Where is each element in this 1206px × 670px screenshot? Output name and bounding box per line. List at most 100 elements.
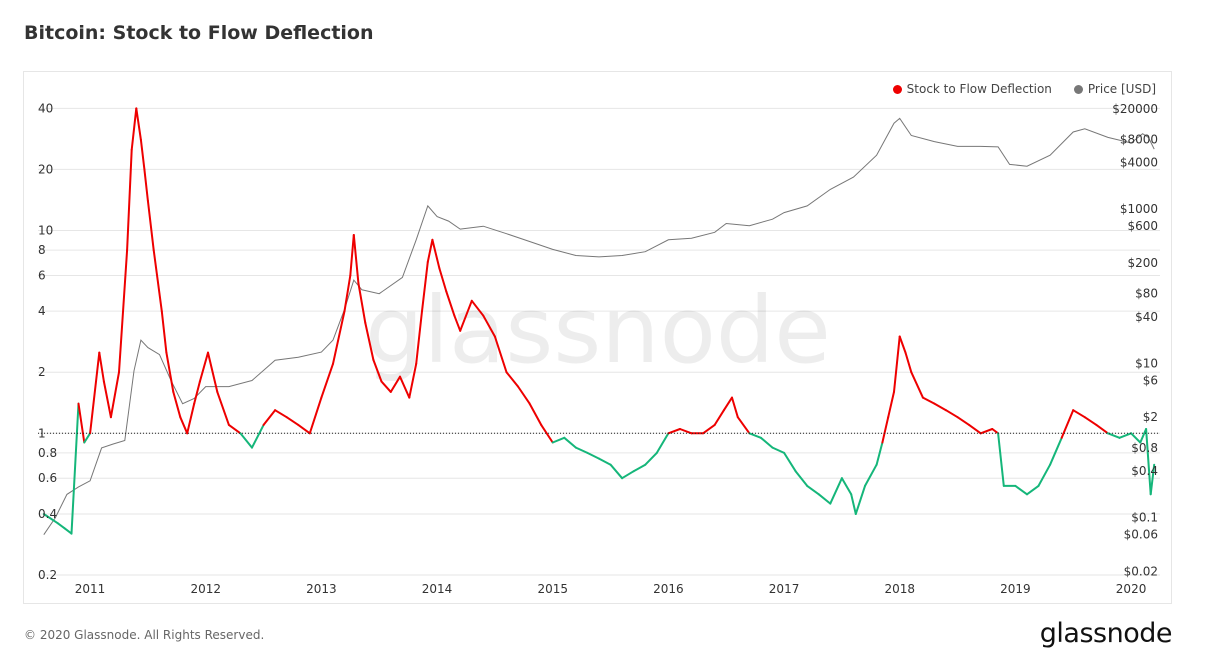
deflection-segment [130,107,138,151]
deflection-segment [702,423,716,435]
deflection-segment [285,416,300,426]
deflection-segment [609,463,624,480]
deflection-segment [320,362,334,399]
deflection-segment [56,522,66,530]
deflection-segment [262,409,277,426]
chart-panel [23,71,1172,604]
deflection-segment [139,138,146,171]
deflection-segment [438,267,448,293]
x-tick-label: 2011 [75,582,106,596]
deflection-segment [817,493,832,505]
deflection-segment [794,470,809,487]
deflection-segment [364,321,375,361]
x-tick-label: 2016 [653,582,684,596]
deflection-segment [470,299,485,317]
deflection-segment [1095,423,1109,435]
deflection-segment [1014,484,1028,496]
x-tick-label: 2014 [422,582,453,596]
deflection-segment [904,351,913,374]
y-left-tick-label: 0.6 [38,471,57,485]
deflection-segment [655,432,670,454]
deflection-segment [179,416,189,435]
deflection-segment [632,463,647,473]
deflection-segment [893,335,901,393]
deflection-segment [332,310,346,365]
deflection-segment [540,423,554,444]
legend-item-price[interactable]: Price [USD] [1073,82,1156,96]
deflection-segment [431,238,441,270]
glassnode-logo[interactable]: glassnode [1039,618,1173,649]
deflection-segment [1106,432,1121,439]
deflection-segment [829,477,843,505]
deflection-segment [551,436,566,444]
deflection-segment [598,457,612,466]
deflection-segment [528,402,543,426]
deflection-segment [1083,416,1098,426]
deflection-segment [372,358,383,383]
deflection-segment [143,168,149,202]
deflection-segment [505,371,519,388]
deflection-segment [118,249,129,374]
deflection-segment [968,423,982,435]
y-right-tick-label: $0.06 [1124,528,1158,542]
deflection-segment [135,107,142,141]
deflection-segment [997,432,1005,487]
y-right-tick-label: $6 [1143,373,1158,387]
deflection-segment [748,432,762,439]
deflection-segment [840,477,853,496]
deflection-segment [517,385,531,405]
deflection-segment [1130,432,1142,444]
deflection-segment [343,274,352,313]
deflection-segment [70,402,80,535]
deflection-segment [563,436,577,449]
y-right-tick-label: $40 [1135,310,1158,324]
deflection-segment [910,371,924,399]
y-right-tick-label: $200 [1127,256,1158,270]
deflection-segment [42,513,59,525]
deflection-segment [415,310,423,365]
deflection-segment [956,416,971,426]
legend-marker-price [1073,84,1083,94]
y-left-tick-label: 0.2 [38,568,57,582]
deflection-segment [713,409,725,426]
deflection-segment [352,234,360,285]
copyright-footer: © 2020 Glassnode. All Rights Reserved. [24,628,265,642]
y-right-tick-label: $8000 [1120,132,1158,146]
deflection-segment [380,380,392,393]
deflection-segment [921,396,936,405]
legend-item-deflection[interactable]: Stock to Flow Deflection [892,82,1052,96]
deflection-segment [574,446,589,454]
deflection-segment [759,436,774,449]
x-axis: 2011 2012 2013 2014 2015 2016 2017 2018 2019 2020 [75,582,1147,596]
deflection-segment [399,375,411,399]
deflection-segment [1139,428,1148,444]
deflection-segment [426,238,434,263]
deflection-segment [89,351,101,435]
y-right-tick-label: $20000 [1112,102,1158,116]
deflection-segment [126,148,133,252]
x-tick-label: 2017 [769,582,800,596]
deflection-segment [98,351,105,383]
deflection-segment [1049,436,1063,466]
deflection-segment [806,484,820,496]
chart-svg: glassnode 40 20 10 8 6 4 2 1 0.8 0.6 0.4 0.2 $20000… [38,101,1160,596]
price-series-layer [43,117,1155,535]
deflection-segment [146,199,155,252]
chart-watermark: glassnode [365,277,831,384]
y-right-tick-label: $0.4 [1131,464,1158,478]
y-right-tick-label: $0.1 [1131,511,1158,525]
deflection-segment [227,423,242,435]
deflection-segment [83,432,92,444]
x-tick-label: 2020 [1116,582,1147,596]
deflection-segment [621,470,635,480]
deflection-segment [357,282,367,324]
deflection-segment [459,299,473,332]
deflection-segment [1145,428,1152,496]
y-left-tick-label: 40 [38,101,53,115]
deflection-segment [198,351,209,383]
x-tick-label: 2013 [306,582,337,596]
deflection-segment [207,351,219,393]
y-left-tick-label: 0.4 [38,507,57,521]
deflection-segment [979,428,994,435]
deflection-segment [783,451,797,473]
